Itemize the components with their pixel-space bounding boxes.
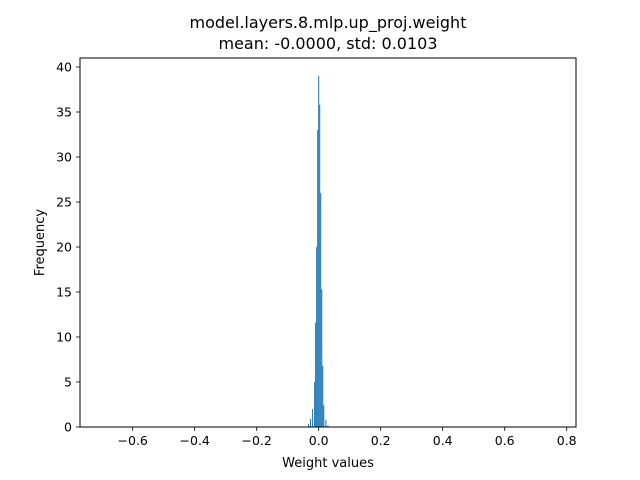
y-tick-label: 0 — [64, 420, 72, 435]
histogram-bar — [307, 424, 309, 427]
x-tick-label: −0.2 — [242, 433, 272, 448]
y-axis-ticks: 0 5 10 15 20 25 30 35 40 — [56, 60, 80, 435]
histogram-bar — [320, 193, 322, 427]
x-tick-label: 0.2 — [371, 433, 391, 448]
histogram-bar — [321, 289, 323, 427]
histogram-bars — [307, 76, 329, 428]
x-axis-ticks: −0.6 −0.4 −0.2 0.0 0.2 0.4 0.6 0.8 — [118, 427, 577, 448]
histogram-bar — [327, 425, 329, 427]
histogram-bar — [312, 409, 314, 427]
y-tick-label: 35 — [56, 105, 72, 120]
histogram-bar — [310, 418, 312, 427]
x-tick-label: 0.8 — [557, 433, 577, 448]
y-tick-label: 40 — [56, 60, 72, 75]
chart-title: model.layers.8.mlp.up_proj.weight — [190, 13, 467, 33]
y-tick-label: 5 — [64, 375, 72, 390]
histogram-bar — [316, 247, 318, 427]
y-tick-label: 30 — [56, 150, 72, 165]
histogram-bar — [319, 104, 321, 428]
x-tick-label: 0.6 — [495, 433, 515, 448]
histogram-bar — [314, 382, 316, 427]
y-tick-label: 25 — [56, 195, 72, 210]
histogram-bar — [318, 76, 320, 427]
x-tick-label: −0.6 — [118, 433, 148, 448]
histogram-bar — [315, 322, 317, 427]
x-tick-label: 0.0 — [309, 433, 329, 448]
chart-subtitle: mean: -0.0000, std: 0.0103 — [218, 34, 437, 53]
y-tick-label: 15 — [56, 285, 72, 300]
x-tick-label: −0.4 — [180, 433, 210, 448]
y-tick-label: 20 — [56, 240, 72, 255]
y-axis-label: Frequency — [33, 209, 48, 276]
histogram-bar — [325, 419, 327, 427]
plot-area-frame — [79, 57, 577, 428]
x-tick-label: 0.4 — [433, 433, 453, 448]
histogram-bar — [322, 365, 324, 427]
x-axis-label: Weight values — [282, 456, 374, 471]
histogram-bar — [323, 405, 325, 427]
histogram-bar — [317, 130, 319, 427]
y-tick-label: 10 — [56, 330, 72, 345]
